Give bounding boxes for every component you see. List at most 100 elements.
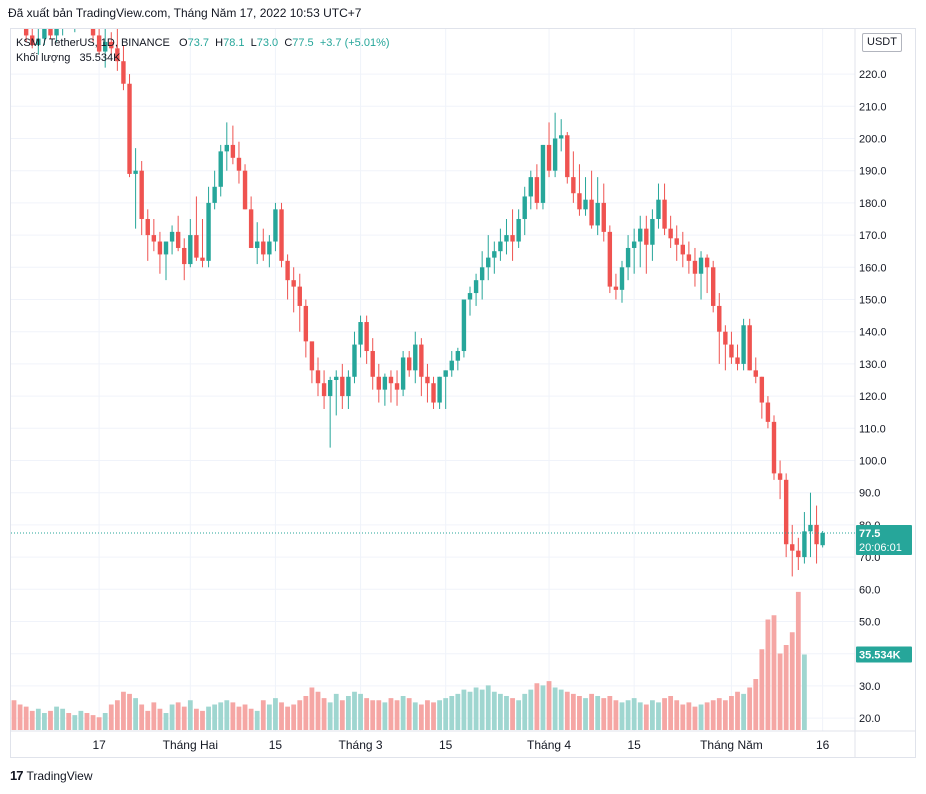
candle-body [109,41,114,49]
candle-body [571,177,576,194]
volume-bar [406,698,412,730]
volume-bar [42,713,47,730]
candle-body [340,376,345,397]
volume-bar [753,679,759,730]
volume-bar [358,693,363,730]
candle-body [546,144,552,171]
candle-body [218,151,223,187]
candle-body [796,550,801,558]
candle-body [358,322,363,345]
volume-bar [783,645,789,730]
volume-bar [425,700,430,730]
x-tick-label: Tháng 3 [339,738,383,752]
y-tick-label: 70.0 [859,552,880,564]
candle-body [747,325,752,371]
candle-body [273,209,278,242]
candle-body [388,376,394,384]
candle-body [382,376,388,390]
volume-bar [394,700,400,730]
candle-body [309,341,315,371]
candle-body [327,380,333,397]
volume-bar [200,710,205,730]
candle-body [534,177,540,203]
candle-body [261,241,266,255]
last-price-badge [856,524,912,555]
volume-bar [339,700,345,730]
candle-body [771,421,777,474]
volume-bar [400,696,406,730]
volume-value: 35.534K [79,52,121,64]
candle-body [73,16,77,22]
volume-bar [11,700,17,730]
candle-body [303,305,309,342]
volume-bar [242,704,248,730]
volume-bar [516,700,522,730]
legend-l-value: 73.0 [256,37,279,49]
candle-body [601,202,606,232]
candle-body [656,199,661,219]
candle-body [157,241,163,255]
candle-body [717,305,722,332]
legend-symbol: KSM / TetherUS, 1D, BINANCE [16,37,170,49]
volume-bar [309,687,315,730]
candle-body [528,177,533,197]
volume-bar [388,698,394,730]
volume-bar [607,696,613,730]
volume-bar [735,691,740,730]
x-tick-label: Tháng Năm [700,738,763,752]
candle-body [315,370,321,384]
volume-bar [510,698,515,730]
y-tick-label: 60.0 [859,584,880,596]
volume-bar [60,708,66,730]
candle-body [577,193,582,210]
chart-frame [10,28,916,758]
candle-body [595,202,600,226]
volume-bar [552,687,558,730]
volume-bar [66,713,72,730]
legend-o-value: 73.7 [187,37,210,49]
volume-bar [522,693,528,730]
tradingview-brand[interactable]: 17 TradingView [10,768,93,783]
volume-bar [595,696,601,730]
volume-bar [327,702,333,730]
tradingview-name: TradingView [26,768,93,783]
volume-bar [260,700,266,730]
volume-bar [114,700,120,730]
currency-button[interactable]: USDT [862,33,902,52]
candle-body [631,241,637,248]
candle-body [644,228,649,245]
candle-body [455,351,461,361]
volume-label: Khối lượng [16,52,71,64]
candle-body [145,218,150,236]
export-info: Đã xuất bản TradingView.com, Tháng Năm 1… [8,6,362,20]
candle-body [291,280,296,287]
candle-body [139,170,144,219]
volume-bar [352,691,357,730]
volume-bar [570,693,576,730]
candle-body [224,144,229,152]
volume-bar [382,702,388,730]
candle-body [802,531,807,558]
volume-bar [346,696,351,730]
candle-body [370,351,375,377]
candle-body [473,280,479,294]
candle-body [54,29,59,36]
volume-bar [187,700,193,730]
candle-body [704,257,710,268]
volume-bar [90,715,96,730]
candle-body [60,19,64,25]
volume-bar [540,685,546,730]
volume-bar [680,704,686,730]
last-price-label: 77.5 [859,528,880,540]
candle-body [48,29,53,36]
volume-bar [765,619,771,730]
volume-bar [212,704,218,730]
candle-body [777,473,783,480]
candle-body [698,257,704,274]
candle-body [814,524,819,545]
volume-bar [789,632,795,730]
candle-body [498,241,503,252]
volume-bar [364,698,370,730]
candle-body [285,260,290,281]
